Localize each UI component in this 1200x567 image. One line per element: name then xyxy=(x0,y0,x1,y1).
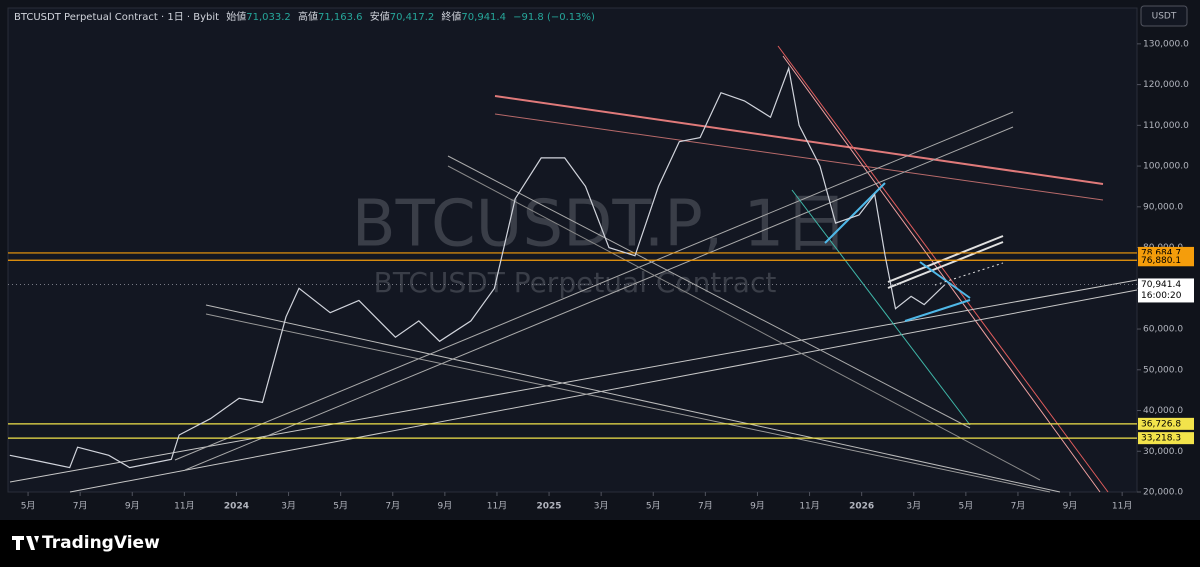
y-tick-label: 90,000.0 xyxy=(1143,202,1183,212)
x-tick-label: 9月 xyxy=(125,501,140,512)
x-tick-label: 5月 xyxy=(21,501,36,512)
currency-button[interactable] xyxy=(1140,5,1188,27)
last-price-tag xyxy=(1138,278,1194,303)
last-price-label: 70,941.4 xyxy=(1141,280,1181,290)
open-label: 始値 xyxy=(226,10,246,23)
y-tick-label: 130,000.0 xyxy=(1143,39,1189,49)
logo-icon xyxy=(12,536,39,550)
level-label: 33,218.3 xyxy=(1141,434,1181,444)
price-line xyxy=(9,66,946,469)
x-tick-label: 5月 xyxy=(958,501,973,512)
trend-line xyxy=(904,299,971,322)
x-tick-label: 5月 xyxy=(333,501,348,512)
trend-line xyxy=(887,241,1004,289)
y-tick-label: 50,000.0 xyxy=(1143,365,1183,375)
trend-line xyxy=(494,113,1104,201)
level-tag xyxy=(1138,254,1194,267)
level-label: 76,880.1 xyxy=(1141,256,1181,266)
x-tick-label: 3月 xyxy=(594,501,609,512)
y-tick-label: 30,000.0 xyxy=(1143,447,1183,457)
x-tick-label: 9月 xyxy=(750,501,765,512)
last-price-time: 16:00:20 xyxy=(1141,291,1182,301)
level-tag xyxy=(1138,417,1194,430)
symbol: BTCUSDT Perpetual Contract · 1日 · Bybit xyxy=(14,12,219,23)
trend-line xyxy=(824,182,886,244)
plot-area xyxy=(7,7,1138,493)
x-tick-label: 2026 xyxy=(849,502,874,512)
y-tick-label: 60,000.0 xyxy=(1143,325,1183,335)
trend-lines xyxy=(9,45,1138,493)
header: BTCUSDT Perpetual Contract · 1日 · Bybit … xyxy=(14,10,595,23)
trend-line xyxy=(9,279,1138,483)
trend-line xyxy=(934,262,1004,286)
currency[interactable]: USDT xyxy=(1152,12,1177,22)
high: 71,163.6 xyxy=(318,12,363,23)
x-tick-label: 3月 xyxy=(906,501,921,512)
y-tick-label: 110,000.0 xyxy=(1143,121,1189,131)
x-tick-label: 2024 xyxy=(224,502,249,512)
y-tick-label: 20,000.0 xyxy=(1143,488,1183,498)
x-tick-label: 7月 xyxy=(385,501,400,512)
y-tick-label: 100,000.0 xyxy=(1143,162,1189,172)
x-tick-label: 2025 xyxy=(537,502,562,512)
low: 70,417.2 xyxy=(390,12,435,23)
trend-line xyxy=(447,165,1041,481)
x-tick-label: 9月 xyxy=(1063,501,1078,512)
open: 71,033.2 xyxy=(246,12,291,23)
level-tag xyxy=(1138,432,1194,445)
trend-line xyxy=(205,304,1061,493)
change: −91.8 (−0.13%) xyxy=(513,12,595,23)
close: 70,941.4 xyxy=(461,12,506,23)
y-tick-label: 120,000.0 xyxy=(1143,80,1189,90)
x-tick-label: 11月 xyxy=(1112,501,1132,512)
high-label: 高値 xyxy=(298,10,318,23)
x-tick-label: 11月 xyxy=(799,501,819,512)
trend-line xyxy=(782,55,1101,493)
x-tick-label: 7月 xyxy=(1011,501,1026,512)
level-label: 36,726.8 xyxy=(1141,419,1181,429)
trend-line xyxy=(205,313,1051,493)
x-tick-label: 9月 xyxy=(437,501,452,512)
x-tick-label: 5月 xyxy=(646,501,661,512)
footer xyxy=(0,520,1200,567)
low-label: 安値 xyxy=(370,10,390,23)
close-label: 終値 xyxy=(441,10,461,23)
brand: TradingView xyxy=(42,533,160,553)
x-tick-label: 3月 xyxy=(281,501,296,512)
x-tick-label: 11月 xyxy=(174,501,194,512)
trend-line xyxy=(494,95,1104,185)
x-tick-label: 7月 xyxy=(73,501,88,512)
trend-line xyxy=(174,111,1014,461)
trend-line xyxy=(919,261,971,299)
trend-line xyxy=(887,235,1004,283)
level-label: 78,684.7 xyxy=(1141,248,1181,258)
y-tick-label: 40,000.0 xyxy=(1143,406,1183,416)
trend-line xyxy=(184,126,1014,471)
x-tick-label: 7月 xyxy=(698,501,713,512)
trend-line xyxy=(69,289,1138,493)
trend-line xyxy=(791,189,971,426)
trend-line xyxy=(777,45,1109,493)
x-tick-label: 11月 xyxy=(487,501,507,512)
trend-line xyxy=(447,155,971,429)
